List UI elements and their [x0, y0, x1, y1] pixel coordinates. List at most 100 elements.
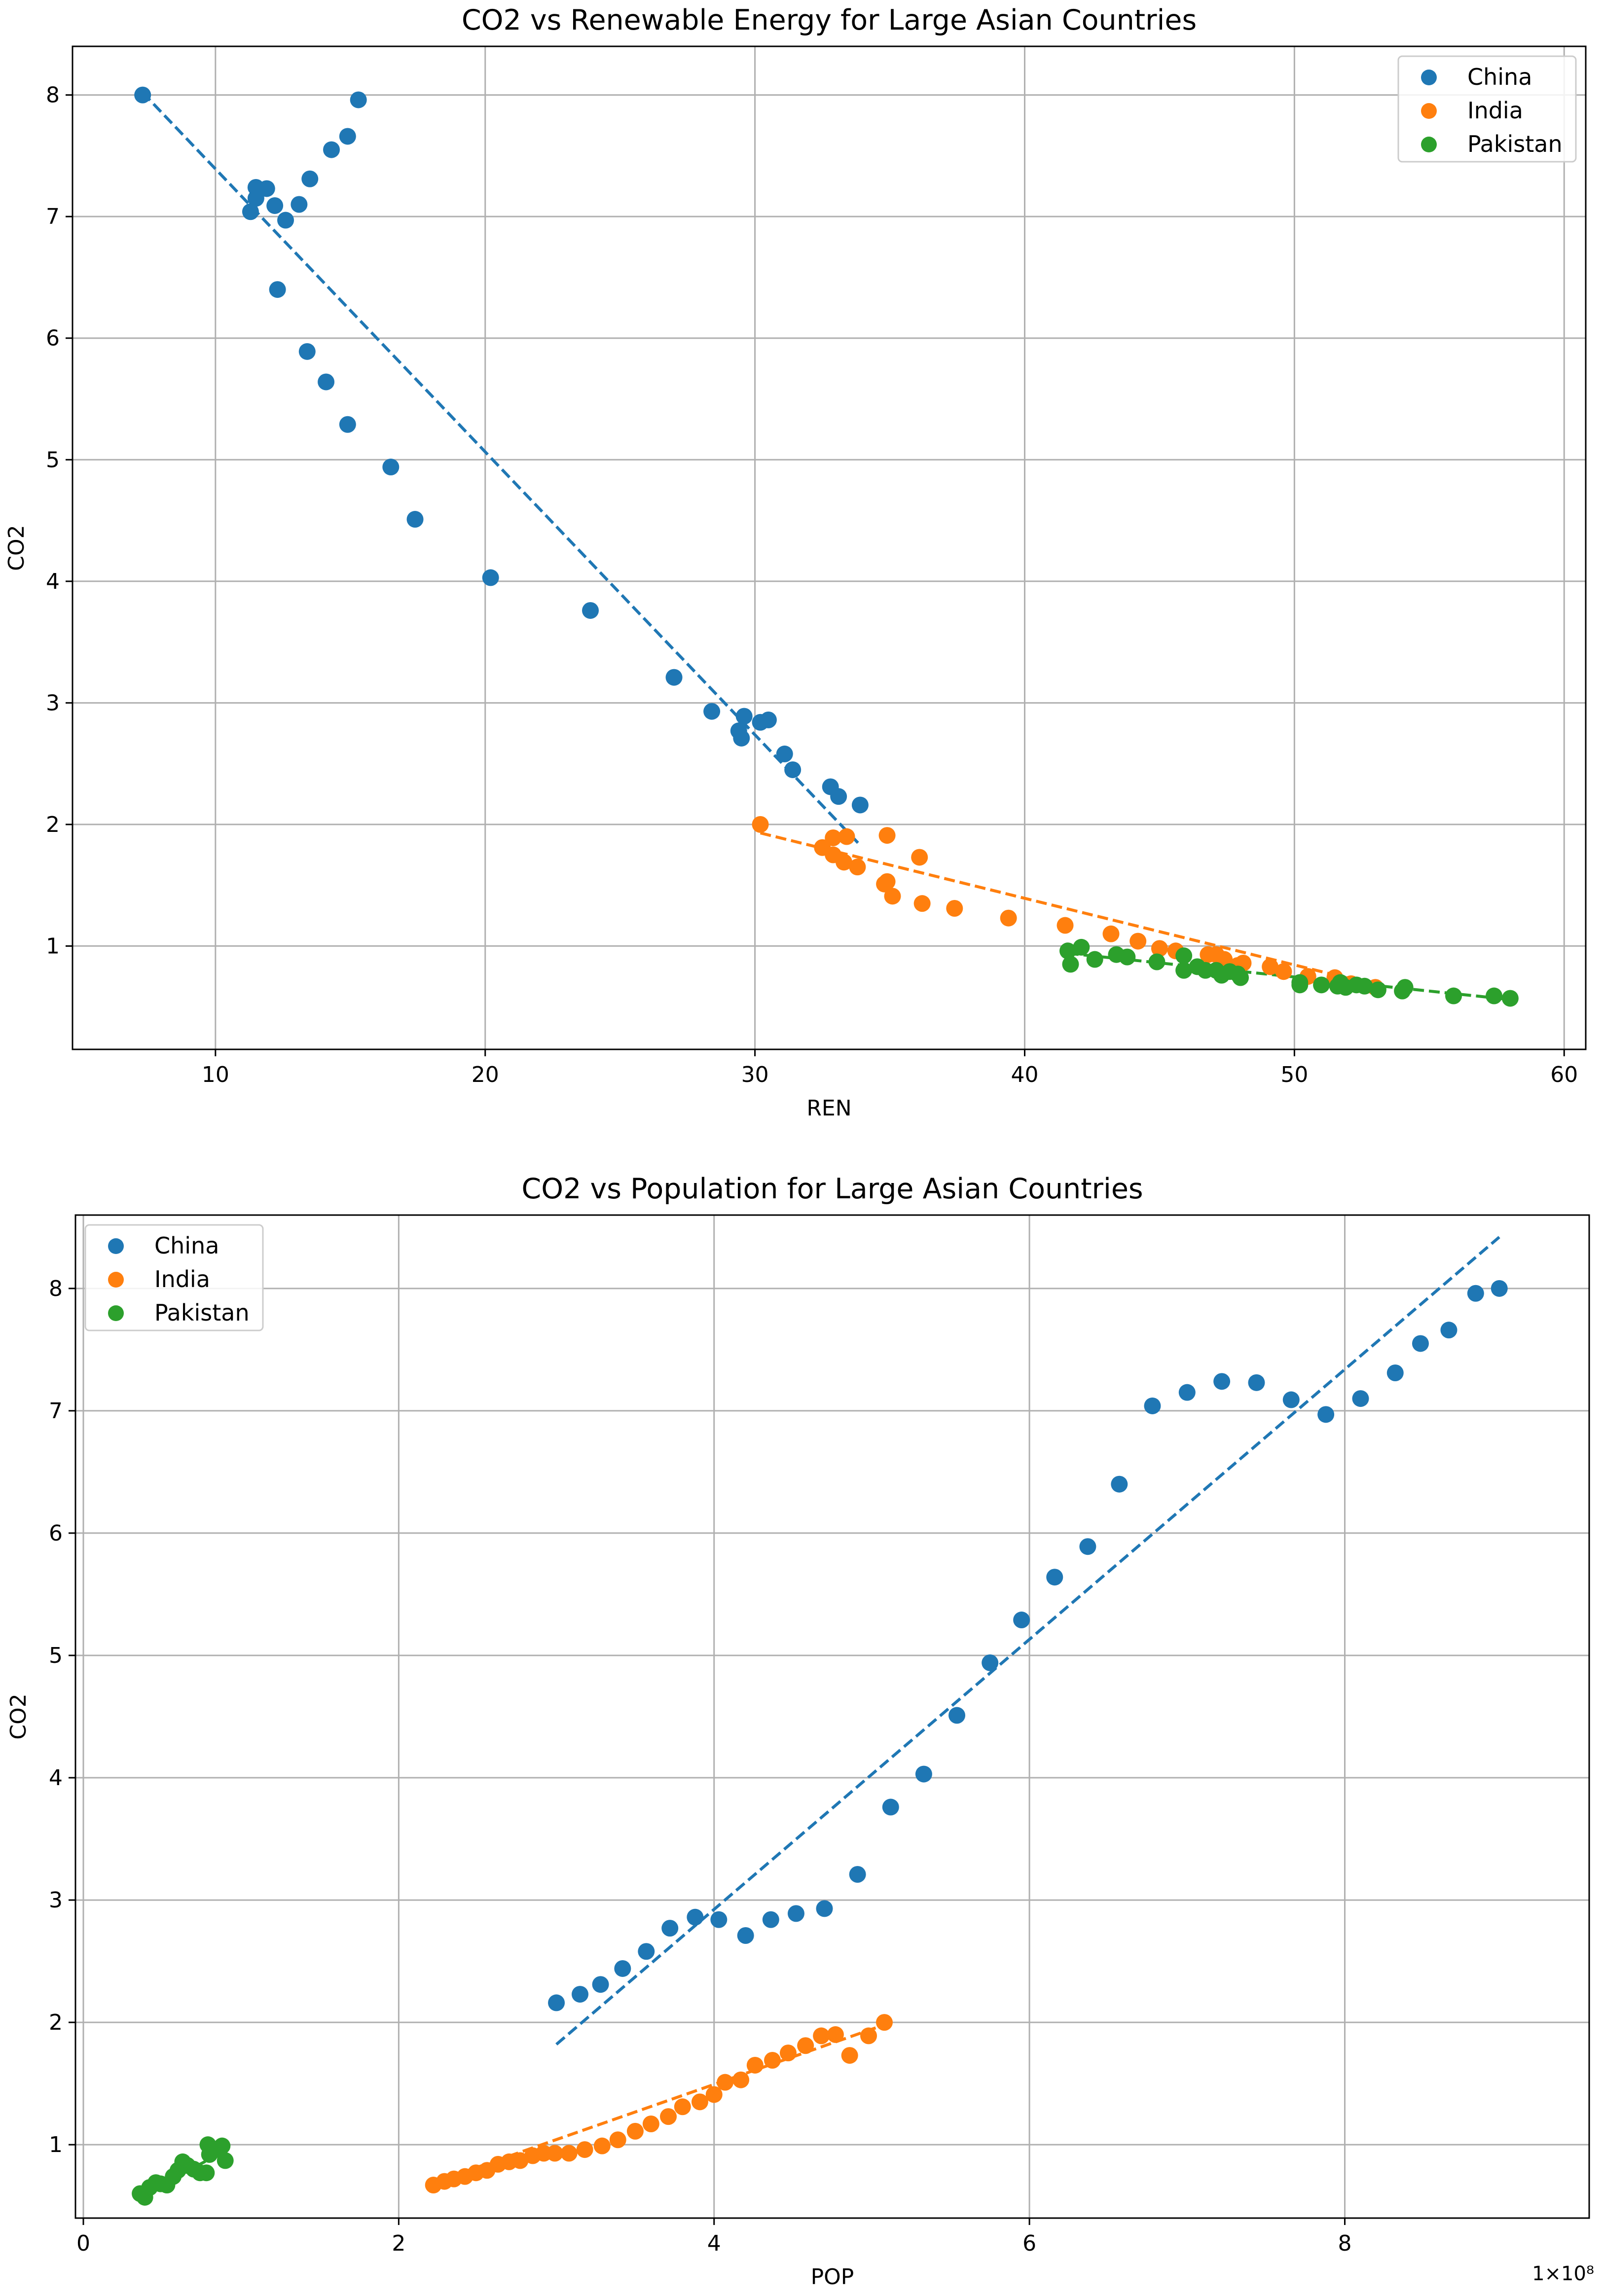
y-tick-label: 1 — [46, 933, 60, 959]
data-point — [764, 2052, 781, 2069]
data-point — [661, 1920, 679, 1937]
grid-lines — [73, 46, 1586, 1049]
data-point — [560, 2145, 578, 2162]
x-offset-label: 1×10⁸ — [1532, 2262, 1594, 2285]
data-point — [1013, 1612, 1030, 1629]
legend-label-pakistan: Pakistan — [1467, 131, 1563, 157]
data-point — [762, 1911, 779, 1928]
grid-lines — [75, 1215, 1589, 2218]
data-point — [318, 373, 335, 391]
data-point — [1232, 969, 1249, 986]
data-point — [1151, 940, 1168, 957]
data-point — [1467, 1285, 1484, 1302]
data-point — [198, 2164, 215, 2182]
data-point — [797, 2037, 814, 2054]
y-axis-label: CO2 — [6, 1693, 31, 1739]
data-point — [1178, 1384, 1196, 1401]
y-tick-label: 6 — [46, 326, 60, 351]
data-point — [705, 2086, 723, 2103]
data-point — [787, 1905, 804, 1922]
data-point — [691, 2093, 708, 2111]
data-point — [1073, 938, 1090, 956]
data-point — [946, 900, 963, 917]
data-point — [1086, 951, 1103, 968]
x-tick-label: 60 — [1550, 1062, 1578, 1087]
series-india — [425, 2014, 893, 2194]
series-china — [134, 86, 869, 814]
data-point — [277, 212, 294, 229]
data-point — [1501, 990, 1519, 1007]
y-tick-label: 8 — [49, 1276, 63, 1301]
data-point — [1356, 977, 1373, 995]
data-point — [746, 2056, 764, 2074]
data-point — [1486, 987, 1503, 1004]
data-point — [638, 1943, 655, 1960]
data-point — [1313, 976, 1330, 994]
data-point — [1144, 1397, 1161, 1414]
data-point — [350, 91, 367, 108]
ren-chart: 10 20 30 40 50 60 1 2 3 4 5 6 7 8 CO2 vs Renewable Ene… — [4, 4, 1587, 1121]
series-pakistan — [132, 2136, 234, 2206]
data-point — [406, 511, 424, 528]
legend-marker-china — [1421, 70, 1437, 85]
data-point — [827, 2026, 844, 2043]
data-point — [266, 197, 284, 214]
x-tick-label: 4 — [707, 2231, 721, 2256]
axes-frame — [72, 45, 1587, 1050]
data-point — [784, 761, 802, 778]
data-point — [572, 1986, 588, 2003]
x-tick-label: 50 — [1280, 1062, 1308, 1087]
x-tick-label: 6 — [1022, 2231, 1036, 2256]
data-point — [849, 1866, 866, 1883]
data-point — [258, 180, 275, 197]
data-point — [1352, 1390, 1369, 1407]
ticks: 10 20 30 40 50 60 1 2 3 4 5 6 7 8 — [46, 83, 1578, 1087]
legend: China India Pakistan — [84, 1224, 264, 1331]
ticks: 0 2 4 6 8 1 2 3 4 5 6 7 8 — [49, 1276, 1351, 2256]
y-tick-label: 5 — [46, 447, 60, 472]
data-point — [1491, 1280, 1508, 1297]
data-point — [242, 203, 259, 220]
data-point — [382, 459, 400, 476]
legend-marker-china — [108, 1238, 124, 1254]
series-china — [548, 1280, 1508, 2011]
data-point — [1119, 948, 1136, 966]
data-point — [1057, 917, 1074, 934]
data-point — [703, 703, 721, 720]
legend-label-pakistan: Pakistan — [154, 1299, 250, 1326]
data-point — [323, 141, 340, 158]
data-point — [948, 1707, 966, 1724]
data-point — [1445, 987, 1462, 1004]
data-point — [1262, 958, 1279, 975]
x-tick-label: 40 — [1011, 1062, 1038, 1087]
y-tick-label: 5 — [49, 1643, 63, 1668]
legend-marker-india — [1421, 103, 1437, 119]
data-point — [1440, 1322, 1457, 1339]
data-point — [269, 281, 286, 298]
data-point — [592, 1976, 609, 1993]
data-point — [214, 2137, 231, 2154]
data-point — [626, 2122, 644, 2140]
data-point — [665, 669, 683, 686]
y-tick-label: 2 — [46, 812, 60, 837]
data-point — [776, 745, 793, 762]
data-point — [878, 827, 896, 844]
data-point — [882, 1798, 899, 1816]
data-point — [1148, 953, 1166, 970]
data-point — [134, 86, 151, 104]
data-point — [849, 859, 866, 876]
data-point — [247, 190, 264, 207]
data-point — [752, 714, 769, 731]
chart-title: CO2 vs Population for Large Asian Countr… — [521, 1173, 1143, 1205]
y-tick-label: 3 — [46, 690, 60, 716]
data-point — [1386, 1364, 1404, 1381]
data-point — [884, 888, 901, 905]
legend-marker-india — [108, 1272, 124, 1288]
x-tick-label: 8 — [1338, 2231, 1351, 2256]
data-point — [674, 2098, 691, 2116]
data-point — [660, 2108, 677, 2125]
data-point — [830, 788, 847, 805]
data-point — [710, 1911, 728, 1928]
data-point — [582, 602, 599, 619]
